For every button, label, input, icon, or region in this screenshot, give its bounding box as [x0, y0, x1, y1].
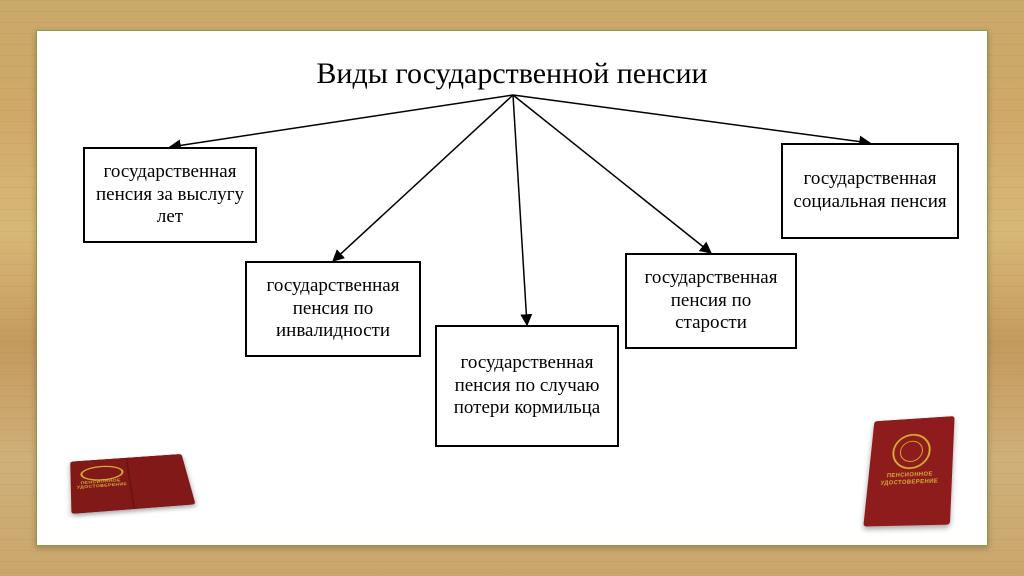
book-body: ПЕНСИОННОЕ УДОСТОВЕРЕНИЕ: [863, 416, 954, 526]
node-pension-social: государственная социальная пенсия: [781, 143, 959, 239]
book-label: ПЕНСИОННОЕ УДОСТОВЕРЕНИЕ: [867, 471, 952, 489]
node-pension-loss-breadwinner: государственная пенсия по случаю потери …: [435, 325, 619, 447]
book-icon-left: ПЕНСИОННОЕ УДОСТОВЕРЕНИЕ: [70, 454, 195, 514]
node-pension-service-years: государственная пенсия за выслугу лет: [83, 147, 257, 243]
book-icon-right: ПЕНСИОННОЕ УДОСТОВЕРЕНИЕ: [863, 416, 954, 526]
node-pension-disability: государственная пенсия по инвалидности: [245, 261, 421, 357]
book-label: ПЕНСИОННОЕ УДОСТОВЕРЕНИЕ: [77, 479, 126, 490]
node-pension-old-age: государственная пенсия по старости: [625, 253, 797, 349]
slide-background: Виды государственной пенсии государствен…: [0, 0, 1024, 576]
node-label: государственная социальная пенсия: [791, 168, 949, 214]
content-panel: Виды государственной пенсии государствен…: [36, 30, 988, 546]
node-label: государственная пенсия по случаю потери …: [445, 352, 609, 420]
diagram-title: Виды государственной пенсии: [37, 57, 987, 91]
book-body: ПЕНСИОННОЕ УДОСТОВЕРЕНИЕ: [70, 454, 195, 514]
node-label: государственная пенсия за выслугу лет: [93, 161, 247, 229]
node-label: государственная пенсия по старости: [635, 267, 787, 335]
node-label: государственная пенсия по инвалидности: [255, 275, 411, 343]
emblem-icon: [891, 433, 932, 470]
